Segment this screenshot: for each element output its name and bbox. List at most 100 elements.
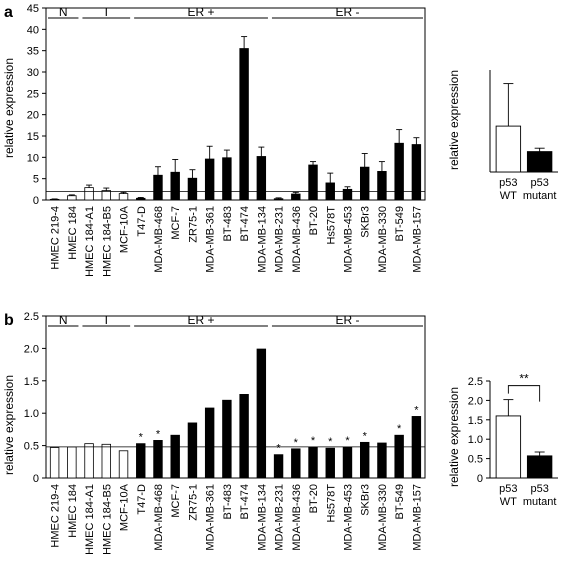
a-main-bar (49, 198, 60, 201)
b-main-bar (49, 447, 60, 479)
b-inset-y-tick-label: 2.0 (468, 395, 483, 407)
a-main-x-tick-label: SKBr3 (360, 206, 372, 238)
panel-a-label: a (4, 4, 13, 21)
a-main-bar (187, 177, 198, 201)
a-main-bar (308, 164, 318, 201)
a-main-bar (84, 187, 94, 201)
b-main-x-tick-label: MDA-MB-361 (205, 484, 217, 551)
b-main-bar (67, 446, 77, 479)
b-main-significance-star: * (276, 443, 281, 455)
b-main-significance-star: * (414, 404, 419, 416)
b-main-x-tick-label: HMEC 184 (67, 484, 79, 538)
a-main-x-tick-label: Hs578T (325, 206, 337, 245)
a-main-axes: 0 5 10 15 20 25 30 35 40 45 N I ER + ER - (27, 3, 426, 207)
b-main-x-tick-label: T47-D (136, 484, 148, 515)
a-main-bar (359, 166, 370, 201)
a-main-plot-frame (45, 7, 426, 201)
b-main-significance-star: * (328, 436, 333, 448)
a-main-x-tick-label: BT-474 (239, 206, 251, 241)
b-main-y-tick-label: 0.5 (24, 441, 39, 453)
a-inset-bar (495, 125, 522, 173)
a-main-x-tick-label: MDA-MB-436 (291, 206, 303, 273)
b-main-group-label: N (59, 313, 68, 327)
b-inset-x-tick-label: WT (500, 496, 517, 508)
a-inset-x-tick-label: p53 (499, 177, 517, 189)
a-main-x-tick-label: T47-D (136, 206, 148, 237)
a-main-x-tick-label: HMEC 219-4 (50, 206, 62, 270)
b-inset-y-tick-label: 0 (477, 473, 483, 485)
a-main-bar (136, 197, 146, 201)
b-inset-bar (526, 455, 553, 479)
b-inset-axes: 0 0.5 1.0 1.5 2.0 2.5 (468, 376, 558, 485)
b-main-y-tick-label: 1.0 (24, 408, 39, 420)
b-main-axes: 0 0.5 1.0 1.5 2.0 2.5 N I ER + ER - (24, 311, 426, 485)
a-main-bar (101, 190, 112, 201)
a-main-x-tick-label: HMEC 184-A1 (84, 206, 96, 277)
a-main-bar (256, 156, 267, 201)
a-main-x-tick-label: MDA-MB-157 (411, 206, 423, 273)
b-main-bar (239, 394, 249, 479)
a-main-bar (67, 195, 77, 201)
b-inset-significance-label: ** (519, 372, 529, 386)
b-main-x-tick-label: ZR75-1 (187, 484, 199, 521)
b-main-bar (222, 399, 232, 479)
b-main-x-tick-label: SKBr3 (360, 484, 372, 516)
a-main-bar (204, 158, 215, 201)
b-inset-y-tick-label: 1.0 (468, 434, 483, 446)
a-main-x-tick-label: MDA-MB-134 (256, 206, 268, 273)
b-main-bar (84, 443, 94, 479)
b-main-bar (377, 442, 387, 479)
a-inset-x-tick-label: WT (500, 190, 517, 202)
a-main-x-tick-label: MCF-10A (119, 205, 131, 253)
b-main-significance-star: * (156, 428, 161, 440)
b-main-x-tick-label: HMEC 184-B5 (101, 484, 113, 555)
a-main-x-tick-label: ZR75-1 (187, 206, 199, 243)
a-main-bar (273, 198, 284, 201)
b-main-y-tick-label: 1.5 (24, 376, 39, 388)
b-inset-y-tick-label: 0.5 (468, 454, 483, 466)
b-main-x-tick-label: MDA-MB-231 (274, 484, 286, 551)
b-main-x-tick-label: BT-549 (394, 484, 406, 519)
b-main-bar (170, 434, 180, 479)
b-main-x-tick-label: BT-483 (222, 484, 234, 519)
b-main-x-tick-label: MDA-MB-468 (153, 484, 165, 551)
a-main-bar (118, 193, 129, 201)
a-main-x-tick-label: MDA-MB-330 (377, 206, 389, 273)
b-inset-y-tick-label: 1.5 (468, 415, 483, 427)
b-main-y-tick-label: 2.0 (24, 343, 39, 355)
a-main-x-tick-label: MDA-MB-231 (274, 206, 286, 273)
panel-b: b relative expression relative expressio… (2, 311, 558, 555)
b-main-bar (136, 443, 146, 479)
b-inset-significance-bracket (507, 385, 541, 402)
b-main-x-tick-label: MDA-MB-436 (291, 484, 303, 551)
panel-b-label: b (4, 312, 14, 329)
a-main-x-tick-label: BT-483 (222, 206, 234, 241)
a-main-group-label: N (59, 5, 68, 19)
b-main-significance-star: * (294, 437, 299, 449)
a-main-y-tick-label: 30 (27, 67, 39, 79)
b-main-x-tick-label: MCF-10A (119, 483, 131, 531)
a-main-y-tick-label: 0 (33, 195, 39, 207)
b-main-x-tick-label: Hs578T (325, 484, 337, 523)
a-main-bar (239, 48, 249, 201)
b-inset-x-tick-label: p53 (530, 483, 548, 495)
a-inset-bar (526, 151, 553, 173)
a-main-bar (291, 193, 301, 201)
a-main-group-label: ER - (335, 5, 359, 19)
panel-a-y-axis-label: relative expression (2, 58, 16, 158)
b-main-significance-star: * (397, 423, 402, 435)
a-main-y-tick-label: 10 (27, 152, 39, 164)
b-main-x-tick-label: BT-474 (239, 484, 251, 519)
b-main-y-tick-label: 0 (33, 473, 39, 485)
a-main-x-tick-label: MCF-7 (170, 206, 182, 240)
b-main-significance-star: * (139, 432, 144, 444)
a-main-y-tick-label: 20 (27, 110, 39, 122)
b-main-x-tick-label: HMEC 184-A1 (84, 484, 96, 555)
b-main-x-tick-label: MDA-MB-453 (342, 484, 354, 551)
b-main-bar (325, 447, 335, 479)
b-main-bar (342, 446, 353, 479)
b-main-bar (359, 441, 370, 479)
a-main-x-tick-label: HMEC 184-B5 (101, 206, 113, 277)
b-main-x-tick-label: BT-20 (308, 484, 320, 513)
